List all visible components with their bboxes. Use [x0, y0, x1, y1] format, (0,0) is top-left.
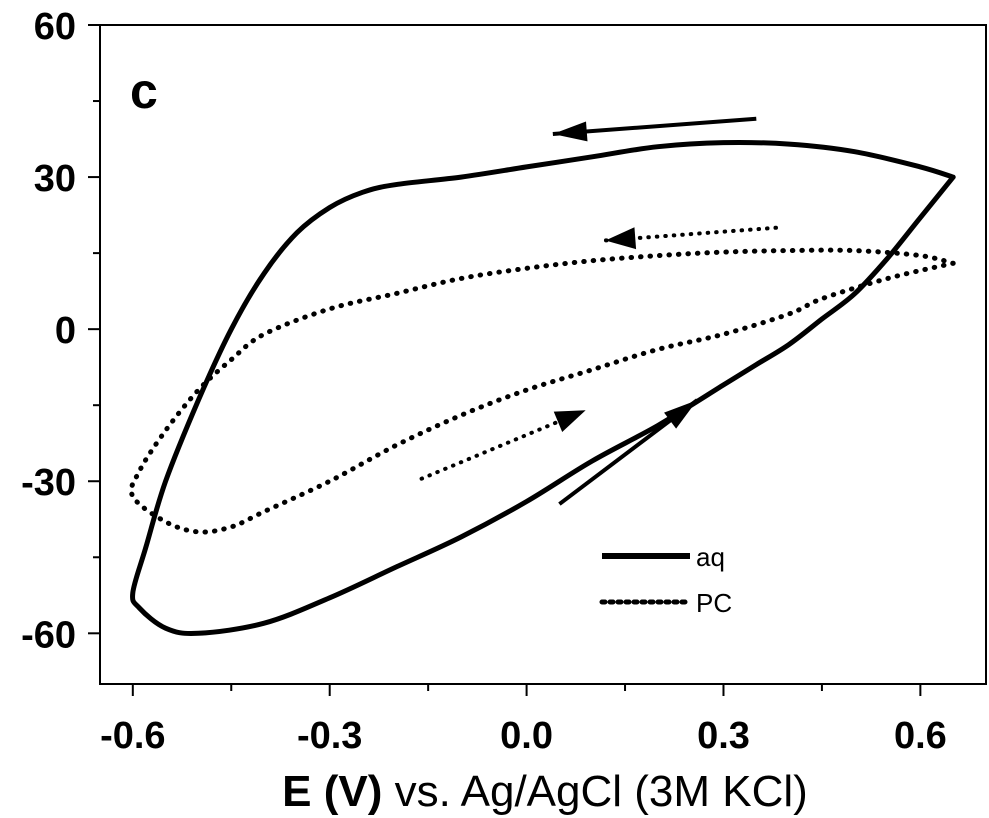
series-line-aq	[130, 139, 956, 637]
x-axis-label-rest: vs. Ag/AgCl (3M KCl)	[382, 767, 807, 816]
legend-label-aq: aq	[696, 542, 725, 572]
y-tick-label: -30	[21, 462, 76, 504]
direction-arrow-aq	[552, 116, 757, 136]
y-tick-label: -60	[21, 614, 76, 656]
x-tick-label: -0.6	[100, 715, 165, 757]
x-tick-label: 0.0	[500, 715, 553, 757]
arrowhead-pc	[553, 410, 586, 432]
series-layer	[128, 139, 956, 637]
plot-frame	[99, 24, 987, 685]
x-axis-label-bold: E (V)	[282, 767, 382, 816]
x-axis-ticks: -0.6 -0.3 0.0 0.3 0.6	[100, 684, 947, 757]
legend-label-pc: PC	[696, 588, 732, 618]
y-tick-label: 0	[55, 310, 76, 352]
arrowhead-aq	[552, 121, 588, 142]
panel-label: c	[130, 63, 158, 119]
y-tick-label: 60	[34, 6, 76, 48]
x-tick-label: 0.3	[697, 715, 750, 757]
x-tick-label: -0.3	[297, 715, 362, 757]
x-tick-label: 0.6	[894, 715, 947, 757]
legend: aq PC	[599, 542, 732, 618]
y-tick-label: 30	[34, 158, 76, 200]
y-axis-ticks: -60 -30 0 30 60	[21, 6, 100, 656]
series-line-pc	[128, 247, 956, 535]
arrowhead-pc	[605, 227, 637, 250]
x-axis-label: E (V) vs. Ag/AgCl (3M KCl)	[282, 767, 808, 816]
arrowhead-aq	[664, 400, 698, 429]
arrow-layer	[419, 116, 778, 506]
